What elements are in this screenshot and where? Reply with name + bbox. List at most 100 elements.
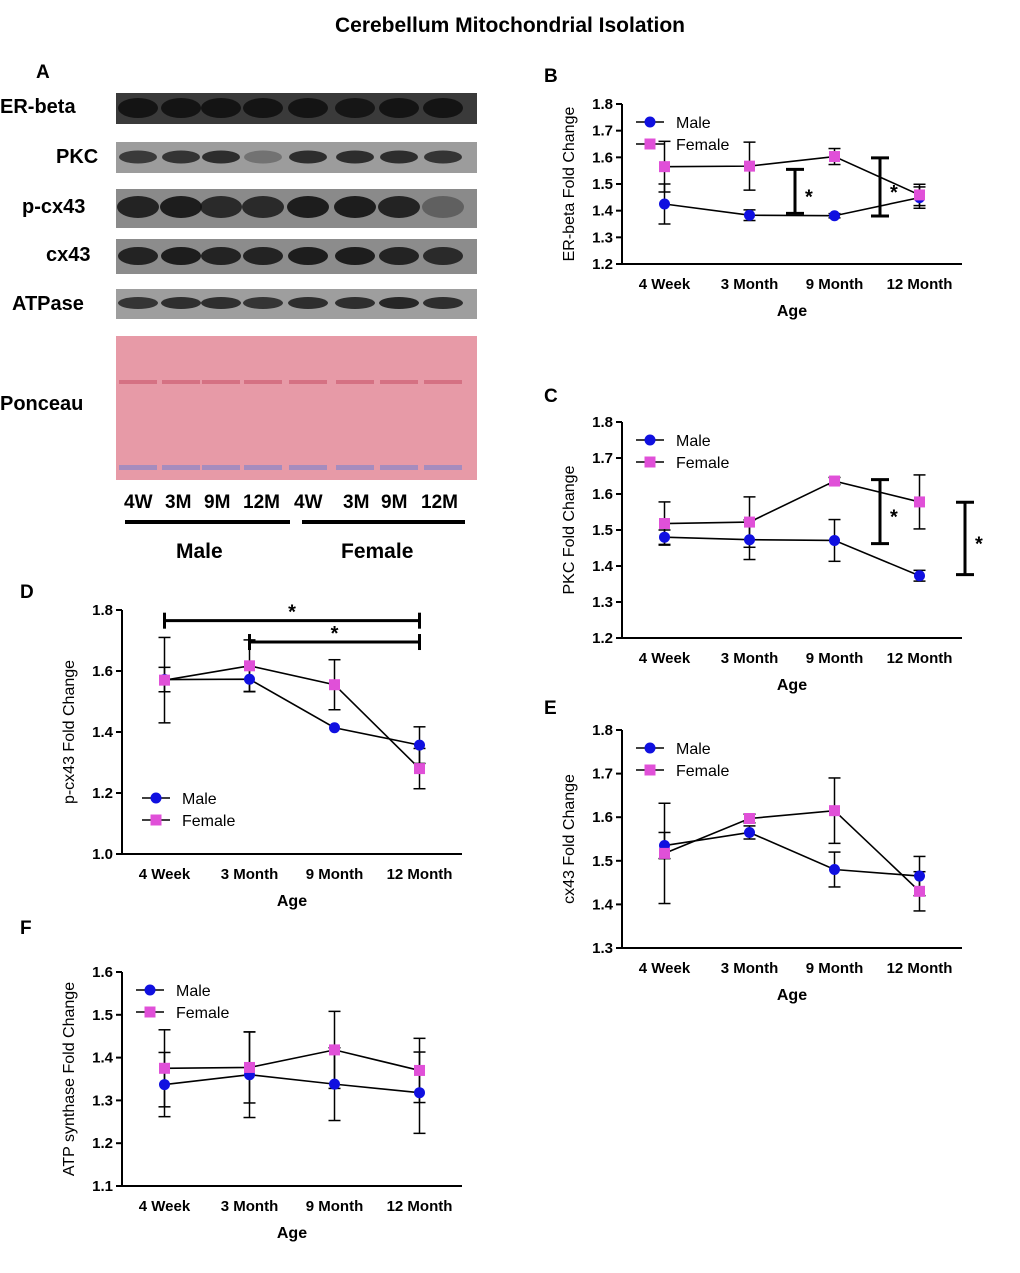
blot-band [379,247,419,265]
figure-title: Cerebellum Mitochondrial Isolation [334,14,686,37]
ponceau-band [424,380,462,384]
y-tick-label: 1.3 [92,1092,113,1109]
panel-letter: D [20,582,34,603]
x-tick-label: 12 Month [887,960,953,977]
blot-band [289,150,327,164]
y-tick-label: 1.2 [92,1135,113,1152]
legend-label: Female [676,763,729,780]
legend-label: Male [176,983,211,1000]
data-point-male [659,198,670,210]
data-point-female [744,516,755,528]
y-axis-title: ER-beta Fold Change [561,107,578,262]
lane-label-5: 4W [294,492,323,513]
y-tick-label: 1.8 [92,602,113,619]
blot-band [119,150,157,164]
lane-label-6: 3M [343,492,370,513]
data-point-male [829,210,840,222]
x-tick-label: 9 Month [806,650,864,667]
data-point-male [244,673,255,685]
legend-marker-female [644,456,656,468]
data-point-male [414,739,425,751]
legend-label: Female [676,137,729,154]
y-tick-label: 1.6 [592,486,613,503]
x-axis-title: Age [777,303,807,320]
legend-marker-male [644,116,656,128]
x-tick-label: 3 Month [721,960,779,977]
data-point-female [659,847,670,859]
legend-label: Male [182,791,217,808]
series-line-male [164,678,420,746]
group-bar-male [125,520,290,524]
blot-band [288,247,328,265]
data-point-male [744,826,755,838]
lane-label-8: 12M [421,492,458,513]
y-tick-label: 1.4 [592,558,614,575]
legend-marker-female [644,764,656,776]
legend-marker-female [144,1006,156,1018]
x-tick-label: 12 Month [887,276,953,293]
series-line-female [164,1049,420,1072]
blot-label-ponceau: Ponceau [0,393,84,415]
x-tick-label: 12 Month [887,650,953,667]
data-point-female [244,1061,255,1073]
ponceau-band [119,465,157,470]
data-point-female [329,679,340,691]
data-point-female [914,496,925,508]
series-line-female [664,155,920,196]
chart-d: D 1.0 1.2 1.4 1.6 1.8 4 Week 3 Month 9 Month 12 M… [20,582,462,910]
x-tick-label: 3 Month [721,650,779,667]
blot-label-pkc: PKC [56,146,99,168]
x-tick-label: 12 Month [387,1198,453,1215]
y-tick-label: 1.7 [592,123,613,140]
blot-band [379,98,419,118]
blot-band [244,150,282,164]
chart-c: C 1.2 1.3 1.4 1.5 1.6 1.7 1.8 4 Week 3 Month 9 Mon… [544,386,983,694]
panel-letter: F [20,918,32,939]
blot-ponceau [116,336,477,480]
group-bar-female [302,520,465,524]
blot-band [423,247,463,265]
data-point-male [914,570,925,582]
y-tick-label: 1.3 [592,940,613,957]
panel-letter: E [544,698,557,719]
blot-band [161,297,201,309]
blot-band [380,150,418,164]
blot-band [202,150,240,164]
data-point-female [744,160,755,172]
x-tick-label: 3 Month [221,866,279,883]
y-tick-label: 1.5 [92,1007,113,1024]
significance-star: * [975,533,983,555]
lane-label-3: 9M [204,492,231,513]
series-line-female [664,809,921,892]
ponceau-band [202,380,240,384]
y-tick-label: 1.4 [92,1050,114,1067]
y-tick-label: 1.6 [592,809,613,826]
blot-band [379,297,419,309]
lane-label-1: 4W [124,492,153,513]
x-tick-label: 3 Month [721,276,779,293]
y-axis-title: ATP synthase Fold Change [61,982,78,1176]
blot-band [201,247,241,265]
y-tick-label: 1.5 [592,853,613,870]
ponceau-band [244,465,282,470]
significance-star: * [890,507,898,529]
x-tick-label: 9 Month [306,1198,364,1215]
blot-label-atpase: ATPase [12,293,84,315]
data-point-female [914,885,925,897]
ponceau-band [424,465,462,470]
data-point-female [914,189,925,201]
x-tick-label: 9 Month [806,960,864,977]
blot-band [287,196,329,218]
blot-band [117,196,159,218]
x-tick-label: 9 Month [806,276,864,293]
legend-label: Male [676,741,711,758]
blot-band [243,247,283,265]
x-tick-label: 4 Week [139,866,191,883]
blot-band [160,196,202,218]
data-point-female [329,1044,340,1056]
y-tick-label: 1.8 [592,722,613,739]
legend-marker-male [644,742,656,754]
data-point-female [659,518,670,530]
y-tick-label: 1.3 [592,229,613,246]
ponceau-band [119,380,157,384]
